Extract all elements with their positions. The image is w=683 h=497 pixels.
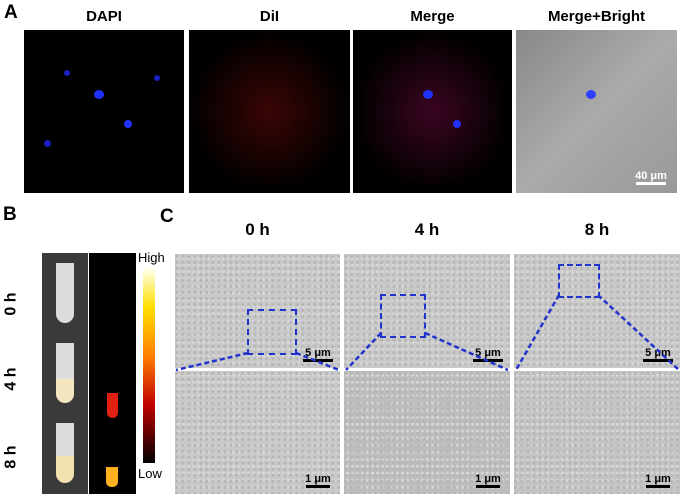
title-merge: Merge [410, 8, 455, 25]
c-time-4: 4 h [414, 220, 440, 239]
tube-photo [42, 253, 88, 494]
title-dapi: DAPI [86, 8, 122, 25]
scale-label: 1 μm [645, 473, 671, 485]
em-0h-overview: 5 μm [175, 254, 340, 368]
merge-image [353, 30, 512, 193]
c-time-8: 8 h [584, 220, 610, 239]
scale-label: 5 μm [305, 347, 331, 359]
em-4h-zoom: 1 μm [344, 371, 510, 494]
em-0h-zoom: 1 μm [175, 371, 340, 494]
em-4h-overview: 5 μm [344, 254, 510, 368]
colorbar-high: High [138, 250, 165, 265]
colorbar-low: Low [138, 466, 162, 481]
panel-c-label: C [160, 206, 174, 227]
dapi-image [24, 30, 184, 193]
colorbar [143, 268, 155, 463]
scale-label: 5 μm [475, 347, 501, 359]
merge-bright-image: 40 μm [516, 30, 677, 193]
scale-bar-label: 40 μm [635, 170, 667, 182]
em-8h-overview: 5 μm [514, 254, 680, 368]
title-dil: DiI [259, 8, 280, 25]
panel-a-label: A [4, 2, 18, 23]
fluorescence-image [89, 253, 136, 494]
scale-label: 1 μm [475, 473, 501, 485]
c-time-0: 0 h [245, 220, 270, 239]
em-8h-zoom: 1 μm [514, 371, 680, 494]
title-merge-bright: Merge+Bright [547, 8, 646, 25]
panel-b-label: B [3, 204, 17, 225]
scale-label: 1 μm [305, 473, 331, 485]
dil-image [189, 30, 350, 193]
